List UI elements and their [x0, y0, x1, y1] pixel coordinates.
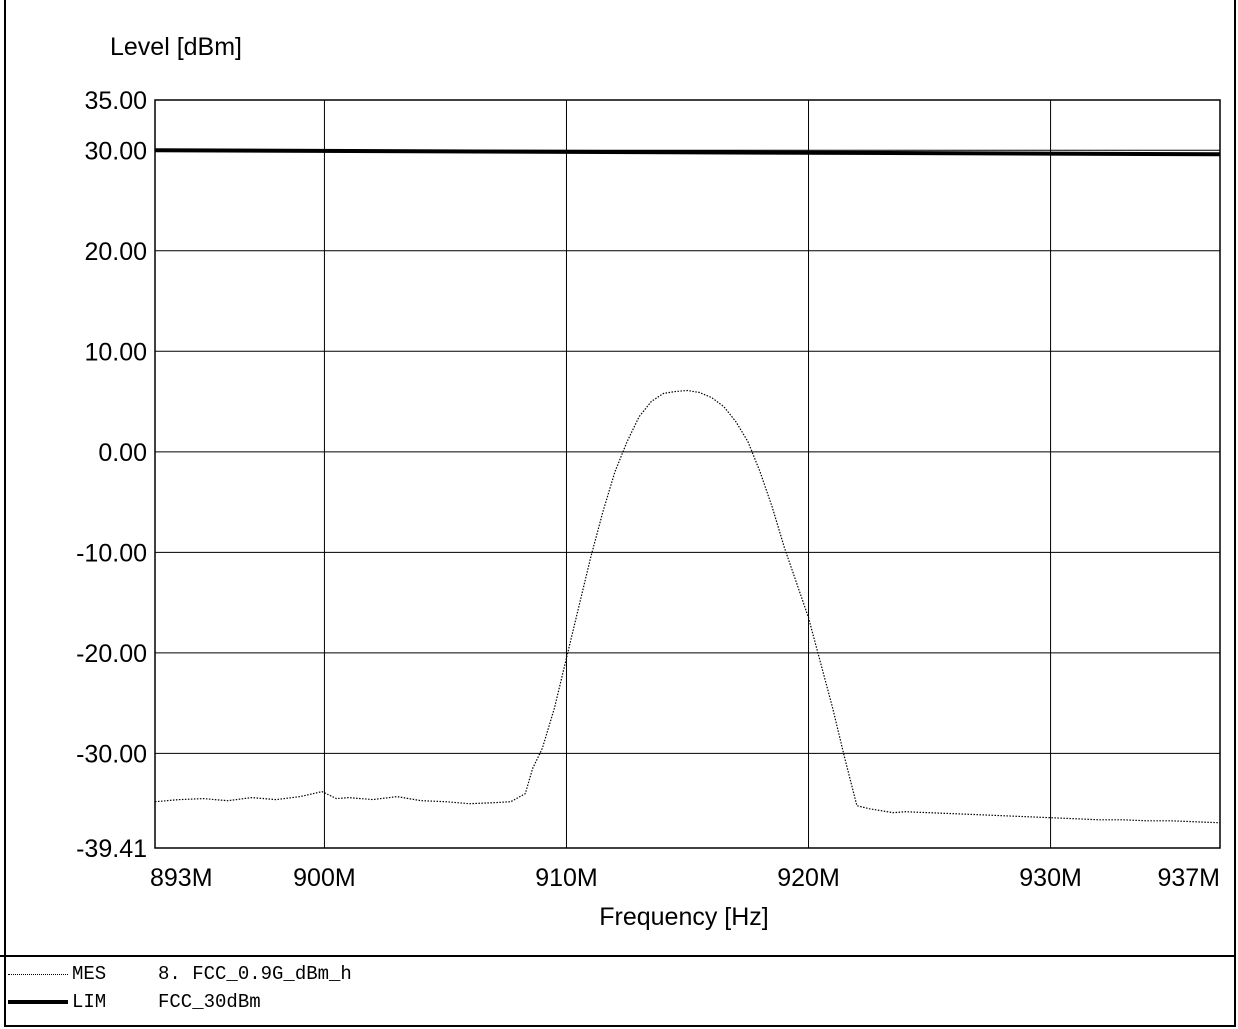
grid [155, 100, 1220, 848]
legend-key: LIM [72, 991, 107, 1013]
y-tick-label: 30.00 [84, 137, 147, 165]
legend-item-mes: MES 8. FCC_0.9G_dBm_h [8, 962, 352, 986]
x-tick-label: 900M [293, 864, 356, 892]
y-tick-label: 0.00 [98, 439, 147, 467]
y-tick-label: 10.00 [84, 338, 147, 366]
legend-swatch-solid [8, 1000, 68, 1004]
legend-name: FCC_30dBm [158, 991, 261, 1013]
series-line-mes [154, 389, 1221, 824]
chart: Level [dBm] Frequency [Hz] 35.00 30.00 20.… [76, 33, 1221, 931]
series-group [154, 148, 1221, 824]
legend: MES 8. FCC_0.9G_dBm_h LIM FCC_30dBm [0, 955, 1236, 1027]
y-tick-label: 20.00 [84, 238, 147, 266]
legend-swatch-dotted [8, 973, 68, 975]
y-tick-label: -20.00 [76, 640, 147, 668]
x-axis-label: Frequency [Hz] [599, 903, 769, 931]
chart-frame [4, 0, 1236, 1027]
x-tick-label: 910M [535, 864, 598, 892]
y-axis-label: Level [dBm] [110, 33, 242, 61]
x-tick-labels: 893M 900M 910M 920M 930M 937M [150, 864, 1220, 892]
x-tick-label: 920M [777, 864, 840, 892]
y-tick-label: 35.00 [84, 87, 147, 115]
y-tick-label: -10.00 [76, 539, 147, 567]
legend-item-lim: LIM FCC_30dBm [8, 990, 261, 1014]
legend-key: MES [72, 963, 107, 985]
y-tick-label: -39.41 [76, 835, 147, 863]
y-tick-labels: 35.00 30.00 20.00 10.00 0.00 -10.00 -20.00 -30.… [76, 87, 147, 863]
x-tick-label: 937M [1157, 864, 1220, 892]
legend-name: 8. FCC_0.9G_dBm_h [158, 963, 352, 985]
plot-border [154, 99, 1221, 849]
x-tick-label: 893M [150, 864, 213, 892]
y-tick-label: -30.00 [76, 740, 147, 768]
x-tick-label: 930M [1019, 864, 1082, 892]
series-line-lim [154, 148, 1221, 157]
